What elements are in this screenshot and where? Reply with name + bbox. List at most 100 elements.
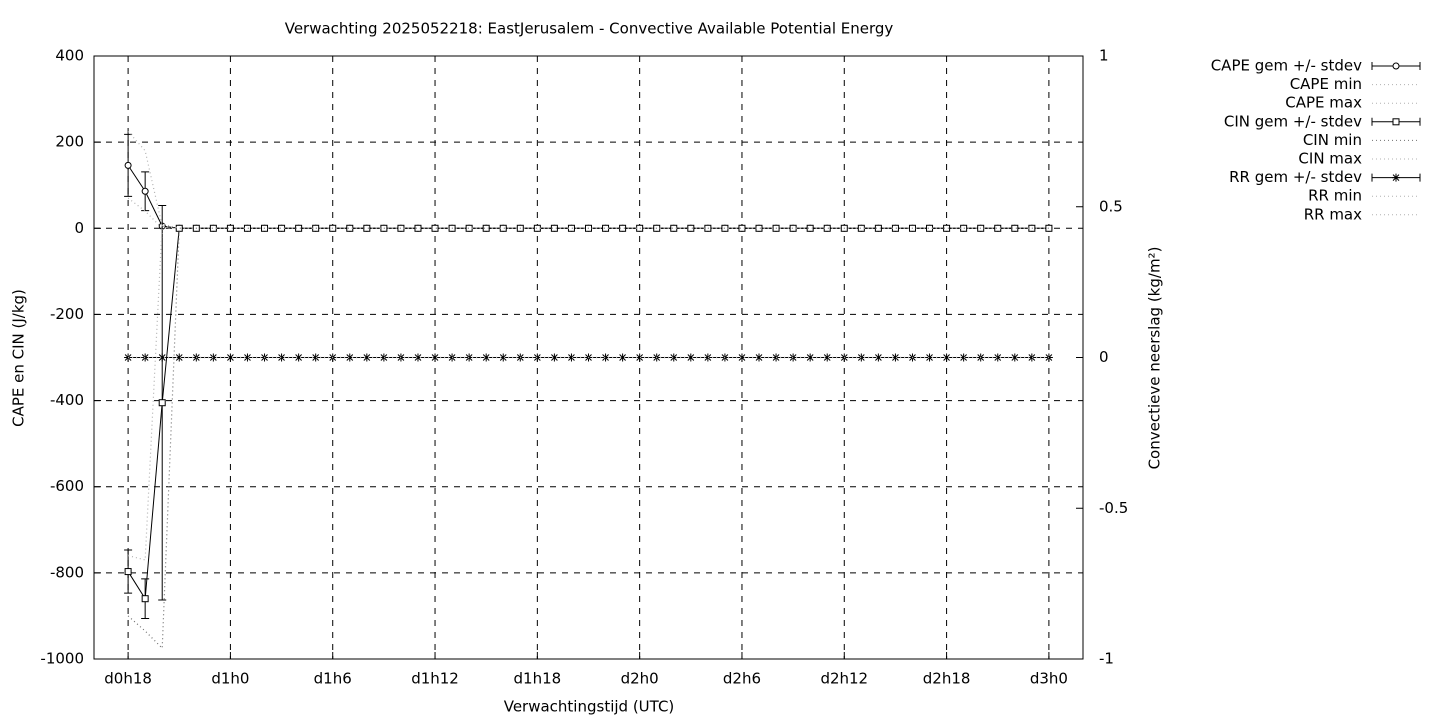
marker (277, 353, 286, 362)
marker (158, 399, 166, 407)
marker (533, 224, 541, 232)
legend-marker (1392, 173, 1400, 182)
x-tick-label: d1h12 (411, 670, 459, 688)
marker (1044, 353, 1053, 362)
marker (567, 224, 575, 232)
legend-marker (1392, 118, 1400, 126)
legend-swatch (1371, 62, 1421, 70)
marker (465, 224, 473, 232)
marker (413, 353, 422, 362)
marker (789, 224, 797, 232)
marker (601, 353, 610, 362)
marker (431, 353, 440, 362)
marker (857, 353, 866, 362)
plot-frame (93, 55, 1084, 660)
marker (686, 353, 695, 362)
marker (209, 353, 218, 362)
legend-label: CAPE gem +/- stdev (1211, 57, 1362, 75)
marker (141, 187, 149, 195)
marker (175, 224, 183, 232)
marker (823, 224, 831, 232)
marker (550, 353, 559, 362)
marker (175, 353, 184, 362)
marker (789, 353, 798, 362)
marker (312, 224, 320, 232)
y-tick-label: -200 (50, 305, 84, 323)
legend-swatch (1371, 173, 1421, 182)
marker (806, 224, 814, 232)
marker (635, 353, 644, 362)
marker (959, 353, 968, 362)
marker (482, 224, 490, 232)
legend-label: RR min (1308, 187, 1362, 205)
marker (243, 224, 251, 232)
marker (943, 224, 951, 232)
y-tick-label: -400 (50, 391, 84, 409)
marker (703, 353, 712, 362)
marker (1010, 353, 1019, 362)
marker (602, 224, 610, 232)
marker (499, 224, 507, 232)
marker (960, 224, 968, 232)
marker (345, 353, 354, 362)
legend-swatch (1371, 117, 1421, 126)
marker (993, 353, 1002, 362)
marker (465, 353, 474, 362)
x-tick-label: d1h18 (514, 670, 562, 688)
x-tick-label: d3h0 (1030, 670, 1068, 688)
marker (362, 353, 371, 362)
y2-tick-label: -0.5 (1099, 499, 1128, 517)
x-tick-label: d2h6 (723, 670, 761, 688)
y-tick-label: -600 (50, 477, 84, 495)
x-axis-label: Verwachtingstijd (UTC) (504, 698, 675, 716)
x-tick-label: d2h12 (820, 670, 868, 688)
y-tick-label: 200 (55, 133, 84, 151)
marker (124, 161, 132, 169)
y2-axis-label: Convectieve neerslag (kg/m²) (1146, 247, 1164, 470)
marker (1027, 353, 1036, 362)
marker (755, 353, 764, 362)
marker (533, 353, 542, 362)
marker (295, 224, 303, 232)
x-tick-label: d2h18 (923, 670, 971, 688)
marker (311, 353, 320, 362)
marker (925, 353, 934, 362)
legend-label: RR gem +/- stdev (1229, 168, 1362, 186)
marker (158, 353, 167, 362)
legend-label: CIN gem +/- stdev (1224, 112, 1362, 130)
chart-title: Verwachting 2025052218: EastJerusalem - … (285, 20, 894, 38)
y-tick-label: -1000 (40, 650, 84, 668)
marker (806, 353, 815, 362)
x-tick-label: d0h18 (104, 670, 152, 688)
y2-tick-label: 1 (1099, 47, 1109, 65)
marker (891, 224, 899, 232)
legend-label: CAPE min (1290, 75, 1362, 93)
marker (942, 353, 951, 362)
legend-label: CIN max (1298, 150, 1362, 168)
legend-label: CAPE max (1285, 94, 1362, 112)
marker (619, 224, 627, 232)
marker (567, 353, 576, 362)
marker (499, 353, 508, 362)
y2-tick-label: -1 (1099, 650, 1114, 668)
marker (550, 224, 558, 232)
marker (124, 568, 132, 576)
marker (737, 353, 746, 362)
marker (618, 353, 627, 362)
marker (636, 224, 644, 232)
x-tick-label: d2h0 (621, 670, 659, 688)
marker (669, 353, 678, 362)
legend-marker (1392, 62, 1400, 70)
y2-tick-label: 0 (1099, 348, 1109, 366)
y-tick-label: 400 (55, 47, 84, 65)
x-tick-label: d1h6 (314, 670, 352, 688)
marker (874, 224, 882, 232)
marker (482, 353, 491, 362)
marker (379, 353, 388, 362)
y-tick-label: -800 (50, 563, 84, 581)
marker (891, 353, 900, 362)
y-axis-label: CAPE en CIN (J/kg) (10, 289, 28, 427)
legend-label: CIN min (1303, 131, 1362, 149)
